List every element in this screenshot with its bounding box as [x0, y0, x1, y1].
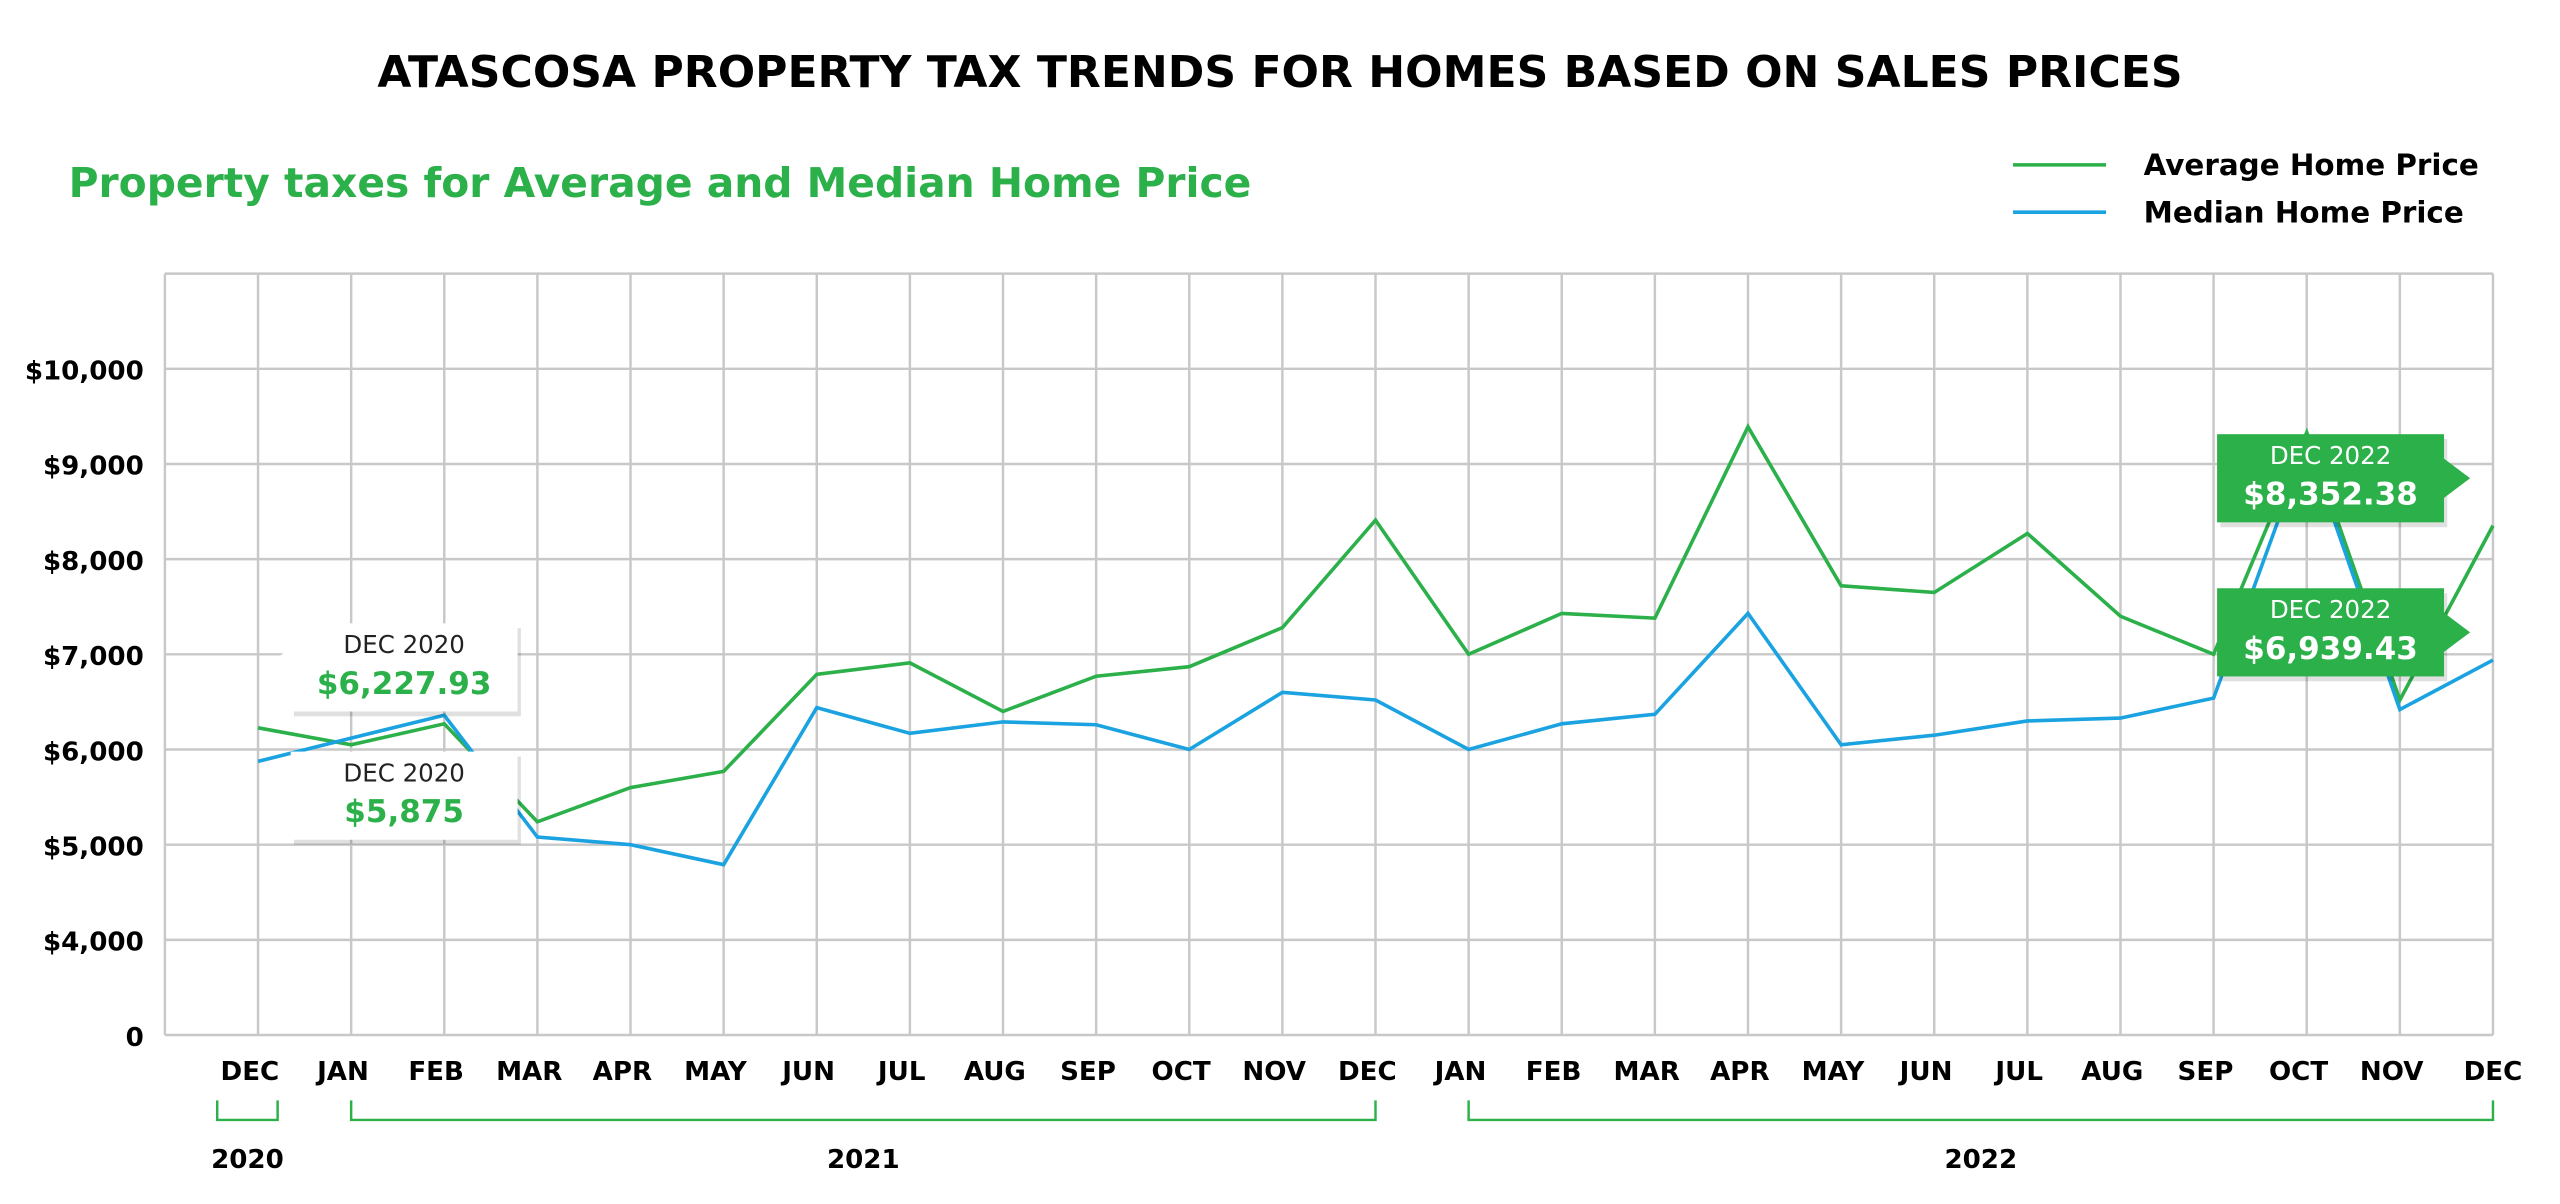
callout-title: DEC 2022: [2270, 441, 2391, 470]
x-tick-label: OCT: [2269, 1057, 2328, 1087]
y-tick-label: $5,000: [43, 832, 144, 862]
y-tick-label: $4,000: [43, 928, 144, 958]
x-tick-label: AUG: [2081, 1057, 2143, 1087]
y-tick-label: $7,000: [43, 642, 144, 672]
y-tick-label: $9,000: [43, 452, 144, 482]
series-line: [257, 436, 2494, 867]
x-tick-label: AUG: [964, 1057, 1026, 1087]
y-tick-label: $8,000: [43, 547, 144, 577]
x-tick-label: MAR: [496, 1057, 562, 1087]
callout-box: [290, 751, 518, 840]
callout: DEC 2020 $6,227.93: [264, 623, 521, 717]
year-label: 2020: [211, 1145, 284, 1175]
x-tick-label: FEB: [408, 1057, 464, 1087]
callout-box: [2217, 434, 2445, 523]
x-tick-label: SEP: [1060, 1057, 1116, 1087]
value-label: $6,939.43: [2243, 631, 2418, 667]
callout: DEC 2022 $8,352.38: [2217, 434, 2471, 528]
callout-box: [290, 623, 518, 712]
x-tick-label: NOV: [1242, 1057, 1306, 1087]
callout-pointer: [264, 647, 291, 687]
x-tick-label: JUN: [780, 1057, 835, 1087]
value-label: $5,875: [344, 794, 464, 830]
value-label: $6,227.93: [317, 666, 492, 702]
callout: DEC 2020 $5,875: [264, 751, 521, 845]
x-tick-label: FEB: [1526, 1057, 1582, 1087]
value-label: $8,352.38: [2243, 477, 2418, 513]
y-tick-label: $10,000: [25, 357, 144, 387]
year-label: 2021: [827, 1145, 900, 1175]
callout-title: DEC 2020: [343, 758, 464, 787]
callout-pointer: [2444, 612, 2471, 652]
callout-title: DEC 2022: [2270, 595, 2391, 624]
x-tick-label: JAN: [1433, 1057, 1487, 1087]
x-tick-label: DEC: [2464, 1057, 2523, 1087]
x-tick-label: APR: [593, 1057, 652, 1087]
chart-subtitle: Property taxes for Average and Median Ho…: [69, 159, 1252, 207]
y-tick-label: 0: [126, 1023, 144, 1053]
callout: DEC 2022 $6,939.43: [2217, 588, 2471, 682]
chart-title: ATASCOSA PROPERTY TAX TRENDS FOR HOMES B…: [377, 47, 2182, 98]
x-tick-label: MAY: [684, 1057, 748, 1087]
x-tick-label: MAR: [1614, 1057, 1680, 1087]
year-bracket: [215, 1100, 279, 1122]
x-tick-label: APR: [1710, 1057, 1769, 1087]
year-bracket: [349, 1100, 1377, 1122]
year-label: 2022: [1944, 1145, 2017, 1175]
series-line: [257, 423, 2495, 824]
x-tick-label: DEC: [221, 1057, 280, 1087]
x-tick-label: SEP: [2178, 1057, 2234, 1087]
callout-pointer: [2444, 458, 2471, 498]
x-tick-label: JUN: [1898, 1057, 1953, 1087]
x-tick-label: JUL: [1993, 1057, 2043, 1087]
legend-label: Average Home Price: [2144, 148, 2479, 182]
x-tick-label: DEC: [1338, 1057, 1397, 1087]
legend-label: Median Home Price: [2144, 195, 2464, 229]
y-tick-label: $6,000: [43, 737, 144, 767]
x-tick-label: NOV: [2360, 1057, 2424, 1087]
x-tick-label: MAY: [1802, 1057, 1866, 1087]
callout-title: DEC 2020: [343, 630, 464, 659]
x-tick-label: OCT: [1152, 1057, 1211, 1087]
x-tick-label: JUL: [876, 1057, 926, 1087]
callout-pointer: [264, 776, 291, 816]
callout-box: [2217, 588, 2445, 677]
x-tick-label: JAN: [315, 1057, 369, 1087]
year-bracket: [1467, 1100, 2495, 1122]
